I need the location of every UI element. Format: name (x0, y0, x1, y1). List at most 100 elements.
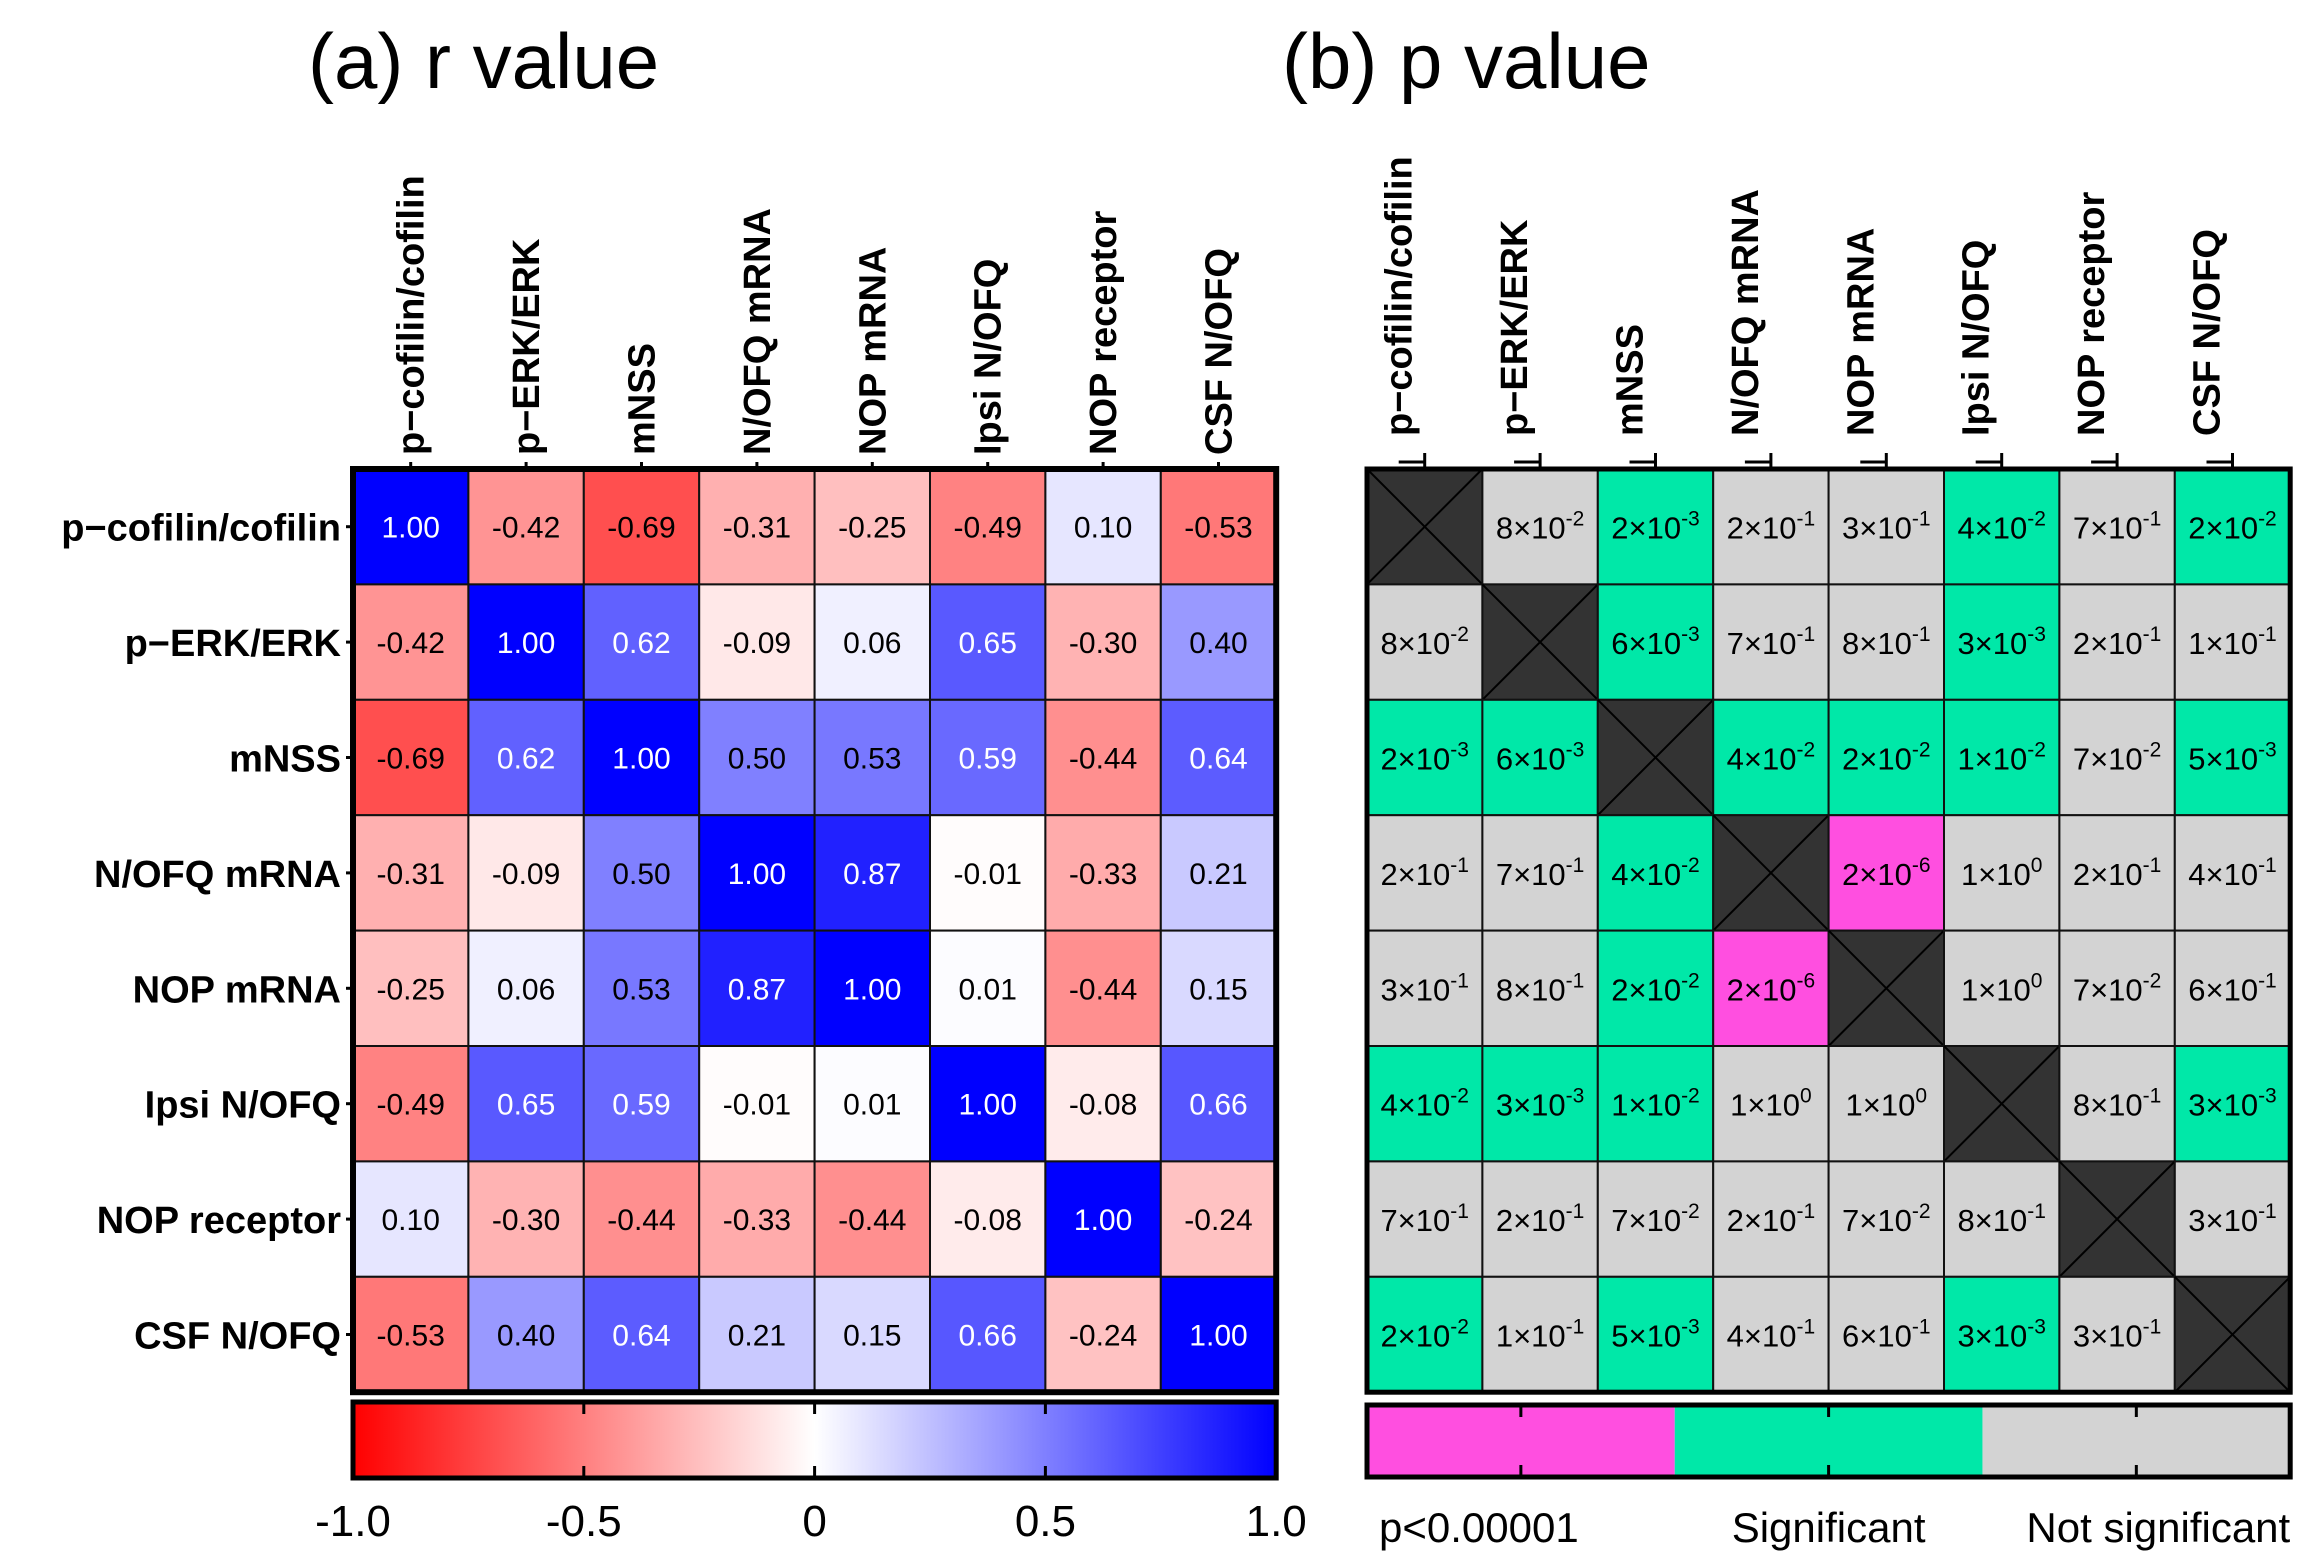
p-cell-5-6 (2058, 1045, 2176, 1163)
r-cell-label-0-7: -0.53 (1184, 512, 1252, 545)
p-diagonal-cross-b-7 (2174, 1276, 2291, 1393)
r-cell-7-4 (813, 1275, 931, 1394)
colorbar-tick-label-2: 0 (802, 1497, 826, 1546)
r-cell-6-2 (582, 1160, 701, 1278)
r-cell-label-2-1: 0.62 (497, 743, 555, 776)
p-cell-label-4-0: 3×10-1 (1380, 969, 1469, 1007)
r-cell-4-7 (1159, 929, 1278, 1047)
p-cell-label-0-1: 8×10-2 (1496, 508, 1585, 546)
p-cell-4-2 (1596, 929, 1715, 1047)
r-cell-label-1-7: 0.40 (1189, 627, 1247, 660)
p-cell-1-4 (1827, 583, 1945, 701)
r-cell-label-1-1: 1.00 (497, 627, 555, 660)
r-cell-label-3-2: 0.50 (612, 858, 670, 891)
p-cell-label-4-6: 7×10-2 (2073, 969, 2162, 1007)
p-col-label-n-ofq-mrna: N/OFQ mRNA (1725, 189, 1767, 436)
r-row-label-p-cofilin-cofilin: p−cofilin/cofilin (61, 508, 341, 550)
p-cell-label-3-6: 2×10-1 (2073, 854, 2162, 892)
p-diagonal-cross-b-2 (1597, 699, 1714, 816)
p-diagonal-cross-b-0 (1366, 468, 1484, 586)
r-cell-7-2 (582, 1275, 701, 1394)
r-cell-label-4-6: -0.44 (1069, 973, 1137, 1006)
p-cell-6-0 (1366, 1160, 1484, 1278)
r-heatmap-frame (350, 466, 1280, 1396)
colorbar-tick-label-0: -1.0 (315, 1497, 391, 1546)
r-cell-label-0-5: -0.49 (954, 512, 1022, 545)
legend-label-not-significant: Not significant (2026, 1504, 2290, 1551)
r-cell-label-7-2: 0.64 (612, 1320, 670, 1353)
r-cell-1-5 (929, 583, 1047, 701)
p-cell-5-0 (1366, 1045, 1484, 1163)
r-cell-2-4 (813, 698, 931, 817)
r-cell-5-1 (467, 1045, 585, 1163)
p-cell-label-6-4: 7×10-2 (1842, 1200, 1931, 1238)
p-cell-3-1 (1481, 814, 1599, 932)
r-cell-label-3-7: 0.21 (1189, 858, 1247, 891)
p-cell-label-2-1: 6×10-3 (1496, 739, 1585, 777)
r-cell-label-1-6: -0.30 (1069, 627, 1137, 660)
r-cell-2-6 (1044, 698, 1162, 817)
p-cell-2-5 (1943, 698, 2061, 817)
p-cell-5-4 (1827, 1045, 1945, 1163)
r-cell-label-6-5: -0.08 (954, 1204, 1022, 1237)
p-cell-label-1-5: 3×10-3 (1957, 623, 2046, 661)
r-cell-label-0-4: -0.25 (838, 512, 906, 545)
legend-label-p-0-00001: p<0.00001 (1379, 1504, 1579, 1551)
p-cell-4-1 (1481, 929, 1599, 1047)
p-cell-label-0-5: 4×10-2 (1957, 508, 2046, 546)
p-cell-label-4-2: 2×10-2 (1611, 969, 1700, 1007)
r-col-label-nop-receptor: NOP receptor (1083, 211, 1125, 455)
p-cell-label-5-4: 1×100 (1846, 1085, 1928, 1123)
r-cell-5-6 (1044, 1045, 1162, 1163)
r-cell-label-6-6: 1.00 (1074, 1204, 1132, 1237)
r-cell-label-6-2: -0.44 (607, 1204, 675, 1237)
p-cell-label-3-4: 2×10-6 (1842, 854, 1931, 892)
p-cell-label-0-3: 2×10-1 (1727, 508, 1816, 546)
colorbar-gradient (350, 1399, 1279, 1481)
p-cell-label-2-6: 7×10-2 (2073, 739, 2162, 777)
p-cell-6-3 (1712, 1160, 1830, 1278)
p-cell-4-3 (1712, 929, 1830, 1047)
r-cell-3-3 (698, 814, 816, 932)
p-cell-2-6 (2058, 698, 2176, 817)
p-cell-label-3-2: 4×10-2 (1611, 854, 1700, 892)
p-cell-label-1-7: 1×10-1 (2188, 623, 2277, 661)
r-cell-4-4 (813, 929, 931, 1047)
r-cell-label-7-5: 0.66 (959, 1320, 1017, 1353)
p-cell-label-2-5: 1×10-2 (1957, 739, 2046, 777)
r-cell-label-2-7: 0.64 (1189, 743, 1247, 776)
p-cell-label-2-0: 2×10-3 (1380, 739, 1469, 777)
p-cell-5-3 (1712, 1045, 1830, 1163)
r-cell-label-4-0: -0.25 (377, 973, 445, 1006)
p-cell-label-1-3: 7×10-1 (1727, 623, 1816, 661)
r-cell-1-1 (467, 583, 585, 701)
r-cell-label-1-3: -0.09 (723, 627, 791, 660)
p-cell-1-5 (1943, 583, 2061, 701)
r-cell-label-2-2: 1.00 (612, 743, 670, 776)
p-cell-label-5-2: 1×10-2 (1611, 1085, 1700, 1123)
r-cell-label-6-3: -0.33 (723, 1204, 791, 1237)
r-cell-label-5-6: -0.08 (1069, 1089, 1137, 1122)
r-cell-label-0-2: -0.69 (607, 512, 675, 545)
p-col-label-ipsi-n-ofq: Ipsi N/OFQ (1956, 240, 1998, 436)
p-cell-0-2 (1596, 468, 1715, 586)
r-cell-label-0-1: -0.42 (492, 512, 560, 545)
r-col-label-nop-mrna: NOP mRNA (852, 247, 894, 455)
p-value-title: (b) p value (1282, 17, 1651, 105)
p-cell-6-4 (1827, 1160, 1945, 1278)
r-cell-label-6-4: -0.44 (838, 1204, 906, 1237)
p-cell-label-3-7: 4×10-1 (2188, 854, 2277, 892)
legend-label-significant: Significant (1732, 1504, 1926, 1551)
r-cell-label-3-3: 1.00 (728, 858, 786, 891)
r-cell-label-4-2: 0.53 (612, 973, 670, 1006)
colorbar-tick-label-1: -0.5 (546, 1497, 622, 1546)
p-cell-4-6 (2058, 929, 2176, 1047)
p-cell-label-6-3: 2×10-1 (1727, 1200, 1816, 1238)
p-diagonal-cross-b-5 (1943, 1045, 2061, 1163)
r-cell-4-6 (1044, 929, 1162, 1047)
p-cell-label-7-4: 6×10-1 (1842, 1316, 1931, 1354)
r-cell-3-2 (582, 814, 701, 932)
p-value-legend: p<0.00001 Significant Not significant (1364, 1402, 2293, 1551)
r-cell-label-6-7: -0.24 (1184, 1204, 1252, 1237)
